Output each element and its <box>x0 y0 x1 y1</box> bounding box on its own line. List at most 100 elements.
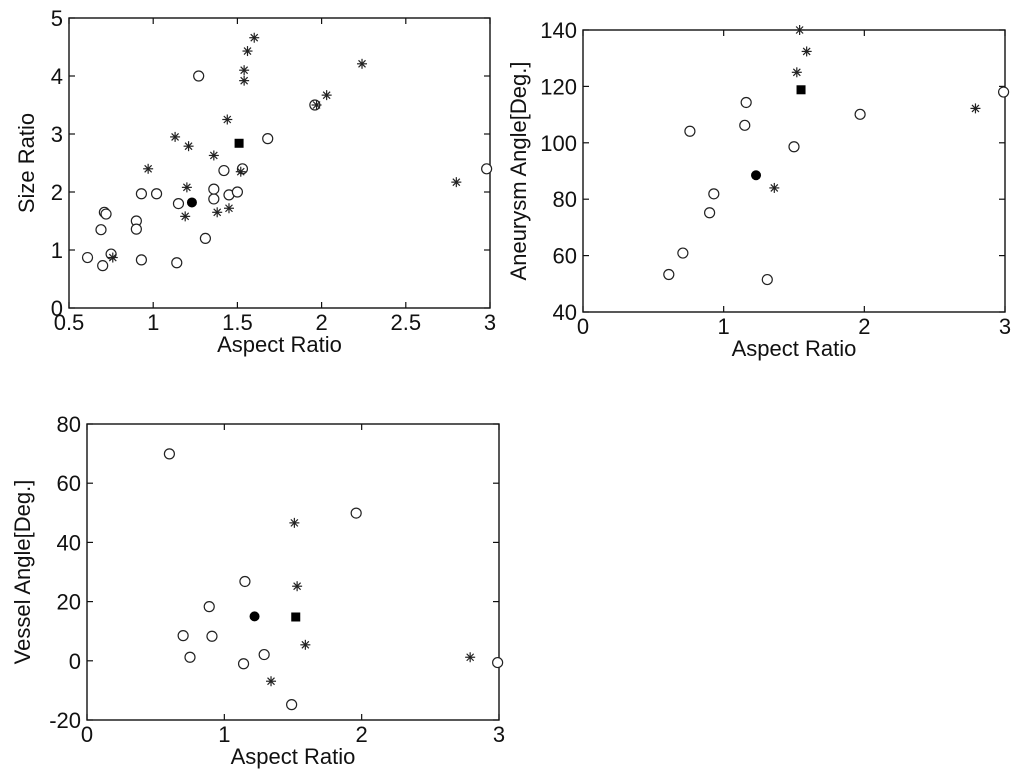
point-open-circle <box>854 108 866 120</box>
point-filled-square <box>796 85 806 95</box>
point-open-circle <box>203 601 215 613</box>
point-filled-circle <box>249 611 260 622</box>
chart-2: 0 1 2 3 40 60 80 100 120 140 Aspect Ratio Aneurysm … <box>506 18 1011 361</box>
point-open-circle <box>208 193 220 205</box>
x-axis-label: Aspect Ratio <box>217 332 342 357</box>
y-tick-label: 20 <box>57 590 81 615</box>
point-star <box>266 676 277 687</box>
plot-frame <box>582 29 1006 313</box>
point-star <box>769 182 780 193</box>
point-open-circle <box>193 70 205 82</box>
point-open-circle <box>286 699 298 711</box>
plot-frame <box>86 423 500 721</box>
point-star <box>239 75 250 86</box>
point-open-circle <box>130 223 142 235</box>
point-filled-square <box>291 612 301 622</box>
point-open-circle <box>997 86 1010 98</box>
y-tick-label: 0 <box>51 296 63 321</box>
point-open-circle <box>199 232 212 244</box>
point-open-circle <box>231 186 243 198</box>
point-star <box>321 90 332 101</box>
point-open-circle <box>81 251 94 264</box>
point-star <box>451 177 462 188</box>
point-open-circle <box>708 188 720 200</box>
point-open-circle <box>761 273 773 286</box>
y-tick-label: 2 <box>51 180 63 205</box>
x-axis-label: Aspect Ratio <box>231 744 356 769</box>
point-open-circle <box>150 188 163 200</box>
y-tick-label: 4 <box>51 64 63 89</box>
x-tick-label: 2 <box>356 722 368 747</box>
point-open-circle <box>262 133 274 145</box>
point-star <box>222 114 233 125</box>
point-open-circle <box>172 198 185 210</box>
point-open-circle <box>492 656 504 669</box>
point-filled-square <box>234 138 244 148</box>
point-open-circle <box>208 183 220 195</box>
point-open-circle <box>740 96 752 109</box>
x-tick-label: 1 <box>718 314 730 339</box>
x-tick-label: 0 <box>81 722 93 747</box>
point-star <box>801 46 812 57</box>
point-star <box>292 581 303 592</box>
x-tick-label: 1 <box>147 310 159 335</box>
point-open-circle <box>739 119 751 131</box>
point-star <box>143 163 154 174</box>
point-star <box>235 166 246 177</box>
point-star <box>249 32 260 43</box>
point-star <box>794 25 805 35</box>
point-open-circle <box>236 163 249 175</box>
y-tick-label: 40 <box>553 300 577 325</box>
y-axis-label: Vessel Angle[Deg.] <box>10 480 35 665</box>
point-star <box>208 150 219 161</box>
point-star <box>170 131 181 142</box>
plot-frame <box>68 17 491 309</box>
point-open-circle <box>163 448 175 460</box>
point-star <box>107 252 118 263</box>
point-open-circle <box>239 575 251 588</box>
x-tick-label: 1.5 <box>222 310 253 335</box>
point-star <box>311 100 322 110</box>
point-star <box>289 517 300 528</box>
point-open-circle <box>258 648 270 661</box>
x-tick-label: 0.5 <box>54 310 85 335</box>
point-open-circle <box>684 125 696 137</box>
point-star <box>970 103 981 114</box>
point-open-circle <box>206 630 218 642</box>
point-open-circle <box>663 268 675 281</box>
point-star <box>242 46 253 57</box>
x-tick-label: 2 <box>858 314 870 339</box>
y-tick-label: 40 <box>57 530 81 555</box>
y-axis-label: Aneurysm Angle[Deg.] <box>506 62 531 281</box>
y-tick-label: 120 <box>540 74 577 99</box>
y-tick-label: 80 <box>553 187 577 212</box>
point-open-circle <box>703 207 716 219</box>
point-open-circle <box>677 247 689 259</box>
y-tick-label: 60 <box>57 471 81 496</box>
point-open-circle <box>171 257 183 269</box>
y-tick-label: 3 <box>51 122 63 147</box>
x-tick-label: 0 <box>577 314 589 339</box>
y-tick-label: 1 <box>51 238 63 263</box>
point-star <box>183 141 194 152</box>
point-filled-circle <box>186 197 197 208</box>
y-axis-label: Size Ratio <box>14 113 39 213</box>
point-star <box>357 58 368 69</box>
y-tick-label: 80 <box>57 412 81 437</box>
y-tick-label: 0 <box>69 649 81 674</box>
point-open-circle <box>237 658 250 670</box>
x-axis-label: Aspect Ratio <box>732 336 857 361</box>
chart-1: 0.5 1 1.5 2 2.5 3 0 1 2 3 4 5 Aspect Ratio Size Ratio <box>14 6 496 357</box>
y-tick-label: 5 <box>51 6 63 31</box>
y-tick-label: 140 <box>540 18 577 43</box>
x-tick-label: 1 <box>218 722 230 747</box>
point-star <box>465 652 476 663</box>
point-open-circle <box>481 163 493 175</box>
x-tick-label: 2.5 <box>391 310 422 335</box>
point-open-circle <box>97 260 109 272</box>
point-star <box>300 639 311 650</box>
x-tick-label: 2 <box>315 310 327 335</box>
point-filled-circle <box>751 170 762 181</box>
